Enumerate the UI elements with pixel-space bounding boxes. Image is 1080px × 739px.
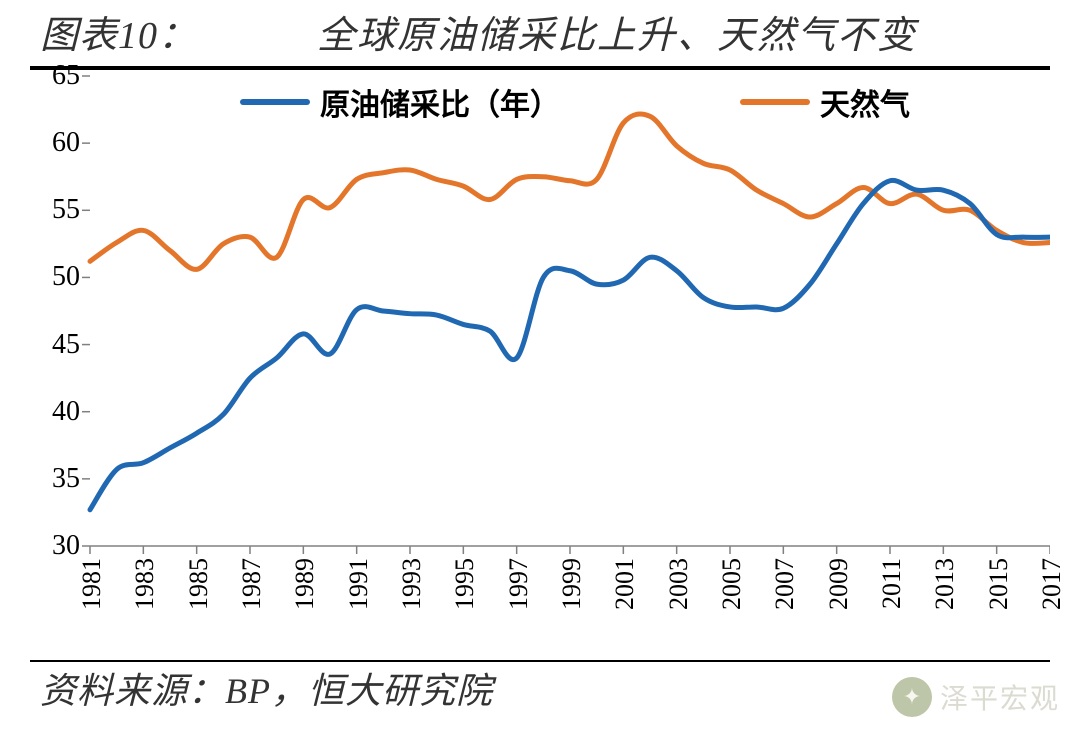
x-tick-label: 1983 [130, 558, 160, 610]
x-tick-label: 1995 [450, 558, 480, 610]
x-tick-label: 1987 [237, 558, 267, 610]
watermark-text: 泽平宏观 [940, 677, 1060, 717]
chart-title: 全球原油储采比上升、天然气不变 [317, 4, 917, 59]
x-tick-label: 1985 [184, 558, 214, 610]
y-tick-label: 30 [40, 530, 80, 562]
x-tick-label: 1997 [504, 558, 534, 610]
wechat-icon: ✦ [892, 677, 932, 717]
x-tick-label: 1991 [344, 558, 374, 610]
x-tick-label: 2007 [770, 558, 800, 610]
watermark: ✦ 泽平宏观 [892, 677, 1060, 717]
x-tick-label: 1999 [557, 558, 587, 610]
chart-container: 原油储采比（年） 天然气 3035404550556065 1981198319… [30, 66, 1050, 648]
x-tick-label: 2015 [984, 558, 1014, 610]
x-tick-label: 2003 [664, 558, 694, 610]
x-tick-label: 2017 [1037, 558, 1067, 610]
x-tick-label: 2013 [930, 558, 960, 610]
y-tick-label: 65 [40, 60, 80, 92]
source-text: 资料来源：BP，恒大研究院 [40, 671, 493, 711]
chart-header: 图表10： 全球原油储采比上升、天然气不变 [40, 4, 1040, 54]
chart-number-label: 图表10： [40, 4, 197, 59]
x-tick-label: 1989 [290, 558, 320, 610]
y-tick-label: 55 [40, 194, 80, 226]
source-row: 资料来源：BP，恒大研究院 [40, 662, 493, 714]
y-tick-label: 40 [40, 396, 80, 428]
y-tick-label: 35 [40, 463, 80, 495]
x-tick-label: 1993 [397, 558, 427, 610]
x-tick-label: 2009 [824, 558, 854, 610]
y-tick-label: 45 [40, 329, 80, 361]
x-tick-label: 2005 [717, 558, 747, 610]
x-tick-label: 2011 [877, 558, 907, 609]
x-tick-label: 2001 [610, 558, 640, 610]
y-tick-label: 60 [40, 127, 80, 159]
y-tick-label: 50 [40, 261, 80, 293]
x-tick-label: 1981 [77, 558, 107, 610]
